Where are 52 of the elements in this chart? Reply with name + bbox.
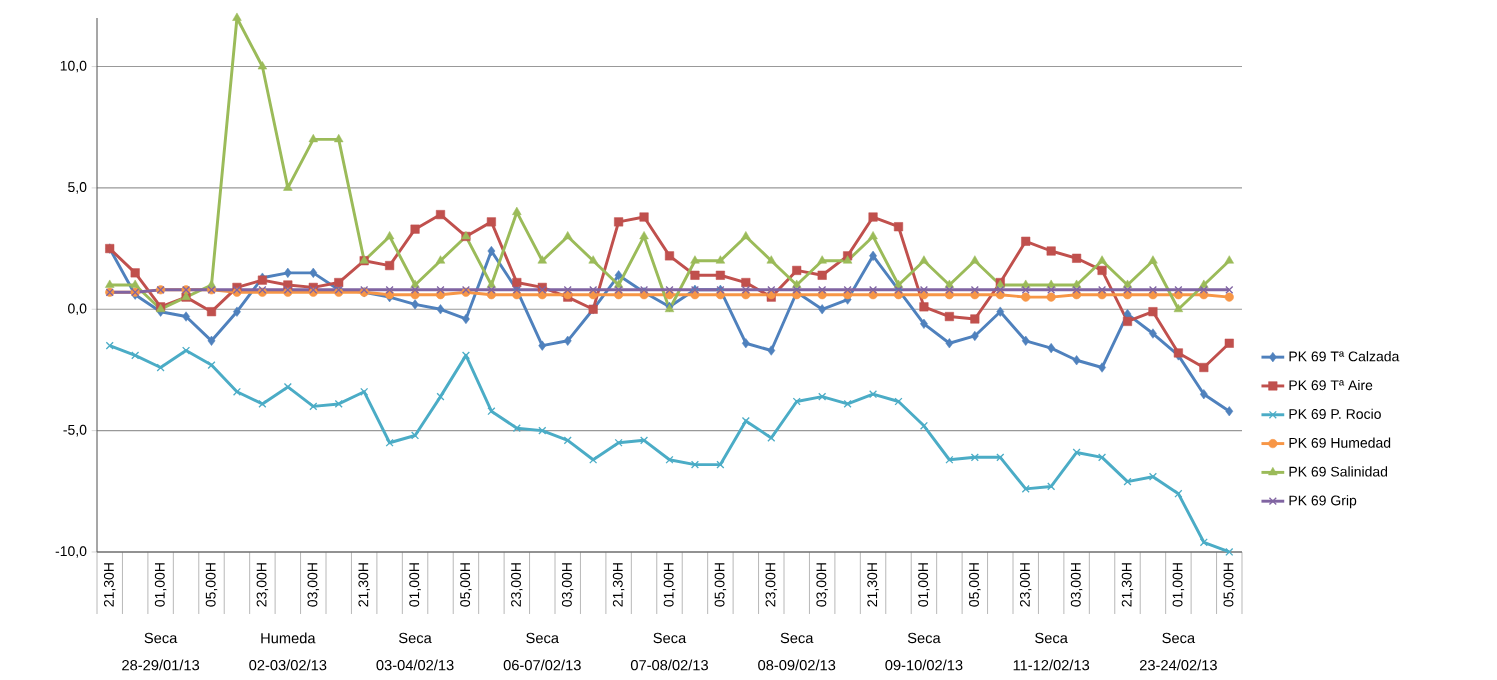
y-tick-label: 10,0	[60, 60, 87, 73]
x-tick-label: 23,00H	[511, 563, 523, 607]
x-tick-label: 21,30H	[612, 563, 625, 607]
text: 23-24/02/13	[1139, 659, 1217, 671]
legend-label: PK 69 Grip	[1289, 495, 1357, 509]
text: 06-07/02/13	[503, 659, 581, 671]
x-tick-label: 21,30H	[1121, 563, 1134, 607]
text: Seca	[653, 632, 687, 644]
x-tick-label: 01,00H	[918, 563, 930, 607]
text: 28-29/01/13	[122, 659, 200, 671]
text: Humeda	[261, 632, 316, 644]
x-tick-label: 05,00H	[205, 563, 218, 607]
y-tick-label: -10,0	[55, 546, 87, 558]
x-tick-label: 01,00H	[663, 563, 676, 607]
text: Seca	[526, 632, 559, 644]
y-tick-label: -5,0	[63, 424, 87, 437]
x-tick-label: 21,30H	[867, 563, 879, 607]
text: 07-08/02/13	[630, 659, 708, 671]
legend-label: PK 69 Tª Aire	[1289, 379, 1373, 391]
x-tick-label: 05,00H	[460, 563, 472, 607]
text: 11-12/02/13	[1013, 659, 1090, 671]
x-tick-label: 05,00H	[969, 563, 981, 607]
text: Seca	[1162, 632, 1196, 644]
text: Seca	[144, 632, 178, 644]
x-tick-label: 05,00H	[1223, 563, 1236, 607]
text: Seca	[780, 632, 814, 644]
text: Seca	[399, 632, 432, 644]
text: Seca	[907, 632, 941, 644]
y-tick-label: 5,0	[68, 182, 87, 194]
x-tick-label: 03,00H	[307, 563, 320, 607]
text: 09-10/02/13	[885, 659, 963, 671]
x-tick-label: 23,00H	[256, 563, 269, 607]
x-tick-label: 01,00H	[1172, 563, 1185, 607]
x-tick-label: 03,00H	[816, 563, 828, 607]
text: 08-09/02/13	[758, 659, 836, 671]
x-tick-label: 01,00H	[154, 563, 167, 607]
x-tick-label: 23,00H	[765, 563, 778, 607]
x-tick-label: 21,30H	[358, 563, 370, 607]
x-tick-label: 03,00H	[1070, 563, 1083, 607]
legend-label: PK 69 Humedad	[1289, 437, 1391, 448]
legend-label: PK 69 Tª Calzada	[1289, 351, 1400, 362]
y-tick-label: 0,0	[68, 303, 87, 316]
text: Seca	[1035, 632, 1068, 644]
x-tick-label: 21,30H	[103, 563, 116, 607]
legend-label: PK 69 P. Rocio	[1289, 408, 1381, 419]
x-tick-label: 23,00H	[1019, 563, 1032, 607]
legend-label: PK 69 Salinidad	[1289, 466, 1388, 477]
text: 02-03/02/13	[249, 659, 327, 671]
x-tick-label: 01,00H	[409, 563, 421, 607]
x-tick-label: 03,00H	[561, 563, 574, 607]
text: 03-04/02/13	[376, 659, 454, 671]
x-tick-label: 05,00H	[714, 563, 727, 607]
